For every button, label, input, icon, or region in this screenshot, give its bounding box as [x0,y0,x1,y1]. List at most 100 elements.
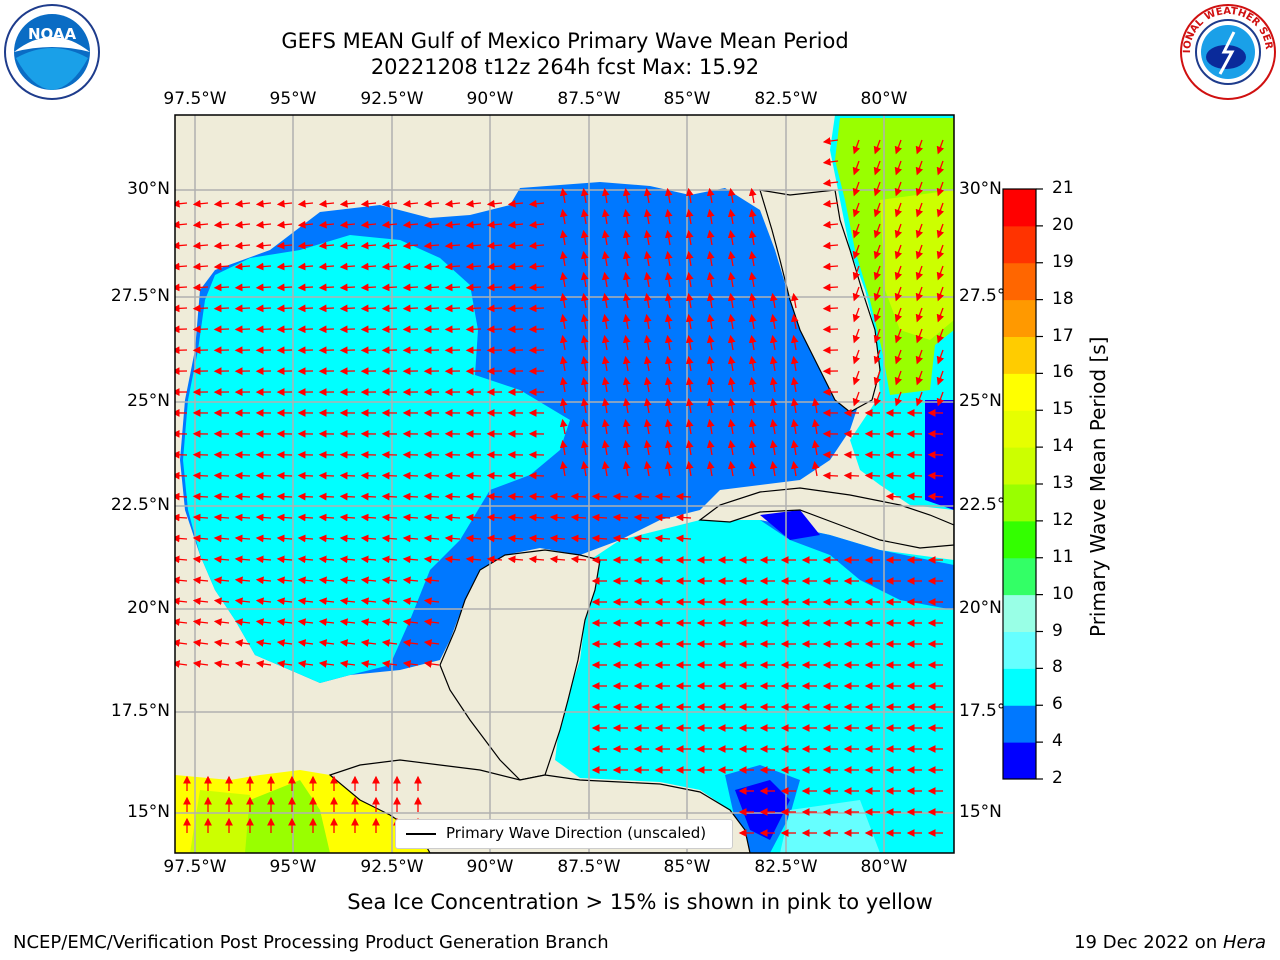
wave-arrow [381,241,398,250]
wave-arrow [559,397,568,414]
wave-arrow [234,639,251,647]
wave-arrow [528,220,545,229]
wave-arrow [528,325,545,334]
colorbar-tick-label: 8 [1052,657,1063,678]
wave-arrow [486,555,503,564]
wave-arrow [873,181,882,197]
wave-arrow [444,534,461,543]
wave-arrow [559,208,568,225]
wave-arrow [706,355,715,372]
wave-arrow [580,397,589,414]
wave-arrow [873,349,882,365]
wave-arrow [580,292,589,309]
colorbar-block [1003,225,1036,264]
wave-arrow [213,576,230,585]
wave-arrow [622,397,631,414]
wave-arrow [643,397,652,414]
wave-arrow [685,418,694,435]
wave-arrow [528,513,545,522]
wave-arrow [559,376,568,393]
wave-arrow [685,313,694,330]
wave-arrow [339,325,356,334]
wave-arrow [234,660,251,668]
wave-arrow [339,534,356,543]
wave-arrow [675,513,692,522]
wave-arrow [402,325,419,334]
wave-arrow [706,313,715,330]
wave-arrow [643,334,652,351]
wave-arrow [601,439,610,456]
wave-arrow [297,492,314,501]
lon-label-bottom: 80°W [860,857,908,877]
wave-arrow [622,208,631,225]
wave-arrow [852,160,861,176]
wave-arrow [936,265,945,281]
wave-arrow [465,262,482,271]
lon-label-bottom: 90°W [466,857,514,877]
wave-arrow [622,313,631,330]
wave-arrow [885,471,902,480]
wave-arrow [570,513,587,522]
colorbar-block [1003,447,1036,485]
wave-arrow [297,534,314,543]
wave-arrow [276,220,293,229]
wave-arrow [559,271,568,288]
wave-arrow [318,513,335,522]
wave-arrow [643,418,652,435]
wave-arrow [339,241,356,250]
wave-arrow [664,376,673,393]
wave-arrow [339,639,356,647]
wave-arrow [465,492,482,501]
wave-arrow [255,220,272,229]
wave-arrow [769,439,778,456]
wave-arrow [706,439,715,456]
wave-arrow [255,513,272,522]
wave-arrow [580,439,589,456]
wave-arrow [790,334,799,351]
wave-arrow [465,534,482,543]
wave-arrow [507,304,524,313]
wave-arrow [873,265,882,281]
pacific-green [240,780,330,853]
wave-arrow [381,471,398,480]
wave-arrow [915,370,924,386]
wave-arrow [402,283,419,292]
wave-arrow [894,160,903,176]
wave-arrow [559,250,568,267]
wave-arrow [622,376,631,393]
wave-arrow [915,139,924,155]
wave-arrow [402,576,419,585]
wave-arrow [276,618,293,627]
wave-arrow [622,229,631,246]
wave-arrow [643,187,652,204]
colorbar-block [1003,742,1036,780]
lon-label-top: 92.5°W [360,89,424,109]
wave-arrow [894,328,903,344]
wave-arrow [549,534,566,543]
colorbar [1002,188,1043,780]
wave-arrow [894,223,903,239]
lon-label-top: 87.5°W [557,89,621,109]
wave-arrow [213,555,230,564]
wave-arrow [570,492,587,501]
wave-arrow [444,220,461,229]
wave-arrow [675,534,692,543]
wave-arrow [528,534,545,543]
wave-arrow [685,355,694,372]
wave-arrow [769,460,778,477]
wave-arrow [381,576,398,585]
wave-arrow [297,471,314,480]
wave-arrow [852,349,861,365]
map-legend: Primary Wave Direction (unscaled) [395,819,733,849]
wave-arrow [339,220,356,229]
wave-arrow [633,492,650,501]
lon-label-top: 97.5°W [163,89,227,109]
wave-arrow [234,492,251,501]
wave-arrow [234,618,251,627]
wave-arrow [213,241,230,250]
lon-label-bottom: 95°W [269,857,317,877]
wave-arrow [706,376,715,393]
footer-date-text: 19 Dec 2022 on [1074,932,1223,953]
wave-arrow [402,534,419,543]
wave-arrow [790,397,799,414]
